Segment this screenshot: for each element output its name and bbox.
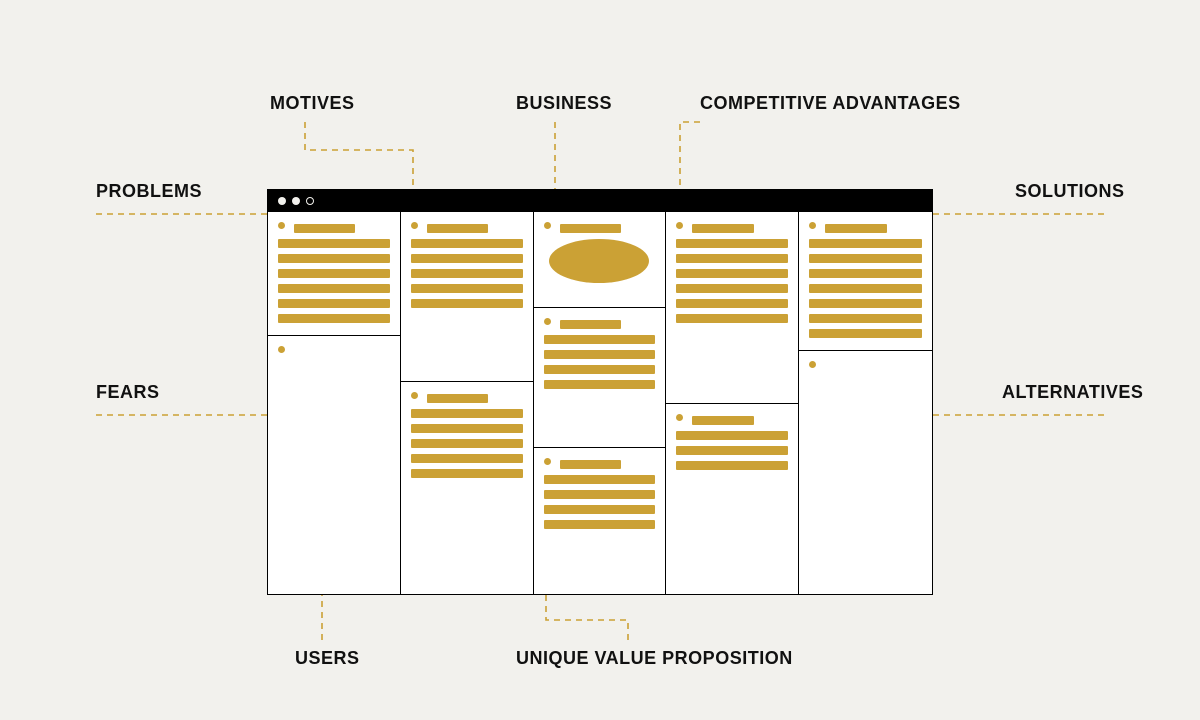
label-motives: MOTIVES xyxy=(270,93,355,114)
cell-uvp-bottom xyxy=(534,448,666,594)
anchor-dot-icon xyxy=(676,222,683,229)
content-bar xyxy=(411,269,523,278)
anchor-dot-icon xyxy=(809,361,816,368)
label-alternatives: ALTERNATIVES xyxy=(1002,382,1143,403)
anchor-dot-icon xyxy=(278,222,285,229)
canvas-window xyxy=(267,189,933,595)
cell-business xyxy=(534,212,666,308)
business-oval-icon xyxy=(549,239,649,283)
window-dot-icon xyxy=(278,197,286,205)
content-bar xyxy=(294,224,355,233)
content-bar xyxy=(809,284,922,293)
content-bar xyxy=(411,254,523,263)
label-users: USERS xyxy=(295,648,360,669)
content-bar xyxy=(544,490,656,499)
content-bar xyxy=(676,314,788,323)
content-bar xyxy=(278,299,390,308)
canvas-grid xyxy=(268,212,932,594)
content-bar xyxy=(560,460,621,469)
content-bar xyxy=(278,284,390,293)
content-bar xyxy=(411,239,523,248)
content-bar xyxy=(278,269,390,278)
content-bar xyxy=(676,299,788,308)
content-bar xyxy=(411,439,523,448)
content-bar xyxy=(544,365,656,374)
content-bar xyxy=(544,475,656,484)
content-bar xyxy=(825,224,887,233)
label-advantages: COMPETITIVE ADVANTAGES xyxy=(700,93,961,114)
content-bar xyxy=(544,505,656,514)
content-bar xyxy=(676,239,788,248)
anchor-dot-icon xyxy=(411,222,418,229)
content-bar xyxy=(676,269,788,278)
content-bar xyxy=(411,299,523,308)
content-bar xyxy=(809,314,922,323)
canvas-column xyxy=(401,212,534,594)
anchor-dot-icon xyxy=(278,346,285,353)
anchor-dot-icon xyxy=(411,392,418,399)
content-bar xyxy=(809,269,922,278)
content-bar xyxy=(278,314,390,323)
content-bar xyxy=(544,335,656,344)
content-bar xyxy=(278,239,390,248)
content-bar xyxy=(427,224,488,233)
anchor-dot-icon xyxy=(676,414,683,421)
canvas-column xyxy=(268,212,401,594)
content-bar xyxy=(676,431,788,440)
label-business: BUSINESS xyxy=(516,93,612,114)
cell-extra xyxy=(666,404,798,594)
content-bar xyxy=(544,520,656,529)
canvas-column xyxy=(666,212,799,594)
label-fears: FEARS xyxy=(96,382,160,403)
anchor-dot-icon xyxy=(544,318,551,325)
content-bar xyxy=(692,224,753,233)
content-bar xyxy=(411,424,523,433)
content-bar xyxy=(411,454,523,463)
content-bar xyxy=(560,224,621,233)
content-bar xyxy=(809,254,922,263)
canvas-column xyxy=(799,212,932,594)
cell-advantages xyxy=(666,212,798,404)
cell-fears xyxy=(268,336,400,594)
cell-problems xyxy=(268,212,400,336)
anchor-dot-icon xyxy=(544,222,551,229)
content-bar xyxy=(676,254,788,263)
content-bar xyxy=(676,461,788,470)
window-dot-icon xyxy=(292,197,300,205)
content-bar xyxy=(427,394,488,403)
canvas-column xyxy=(534,212,667,594)
window-titlebar xyxy=(268,190,932,212)
label-problems: PROBLEMS xyxy=(96,181,202,202)
content-bar xyxy=(809,239,922,248)
window-dot-icon xyxy=(306,197,314,205)
content-bar xyxy=(809,299,922,308)
content-bar xyxy=(544,350,656,359)
cell-users xyxy=(401,382,533,594)
label-solutions: SOLUTIONS xyxy=(1015,181,1125,202)
cell-motives xyxy=(401,212,533,382)
content-bar xyxy=(676,446,788,455)
content-bar xyxy=(676,284,788,293)
content-bar xyxy=(278,254,390,263)
anchor-dot-icon xyxy=(544,458,551,465)
content-bar xyxy=(411,409,523,418)
anchor-dot-icon xyxy=(809,222,816,229)
cell-alternatives xyxy=(799,351,932,594)
content-bar xyxy=(560,320,621,329)
content-bar xyxy=(411,284,523,293)
cell-uvp-top xyxy=(534,308,666,448)
content-bar xyxy=(809,329,922,338)
label-uvp: UNIQUE VALUE PROPOSITION xyxy=(516,648,793,669)
content-bar xyxy=(544,380,656,389)
content-bar xyxy=(692,416,753,425)
cell-solutions xyxy=(799,212,932,351)
content-bar xyxy=(411,469,523,478)
